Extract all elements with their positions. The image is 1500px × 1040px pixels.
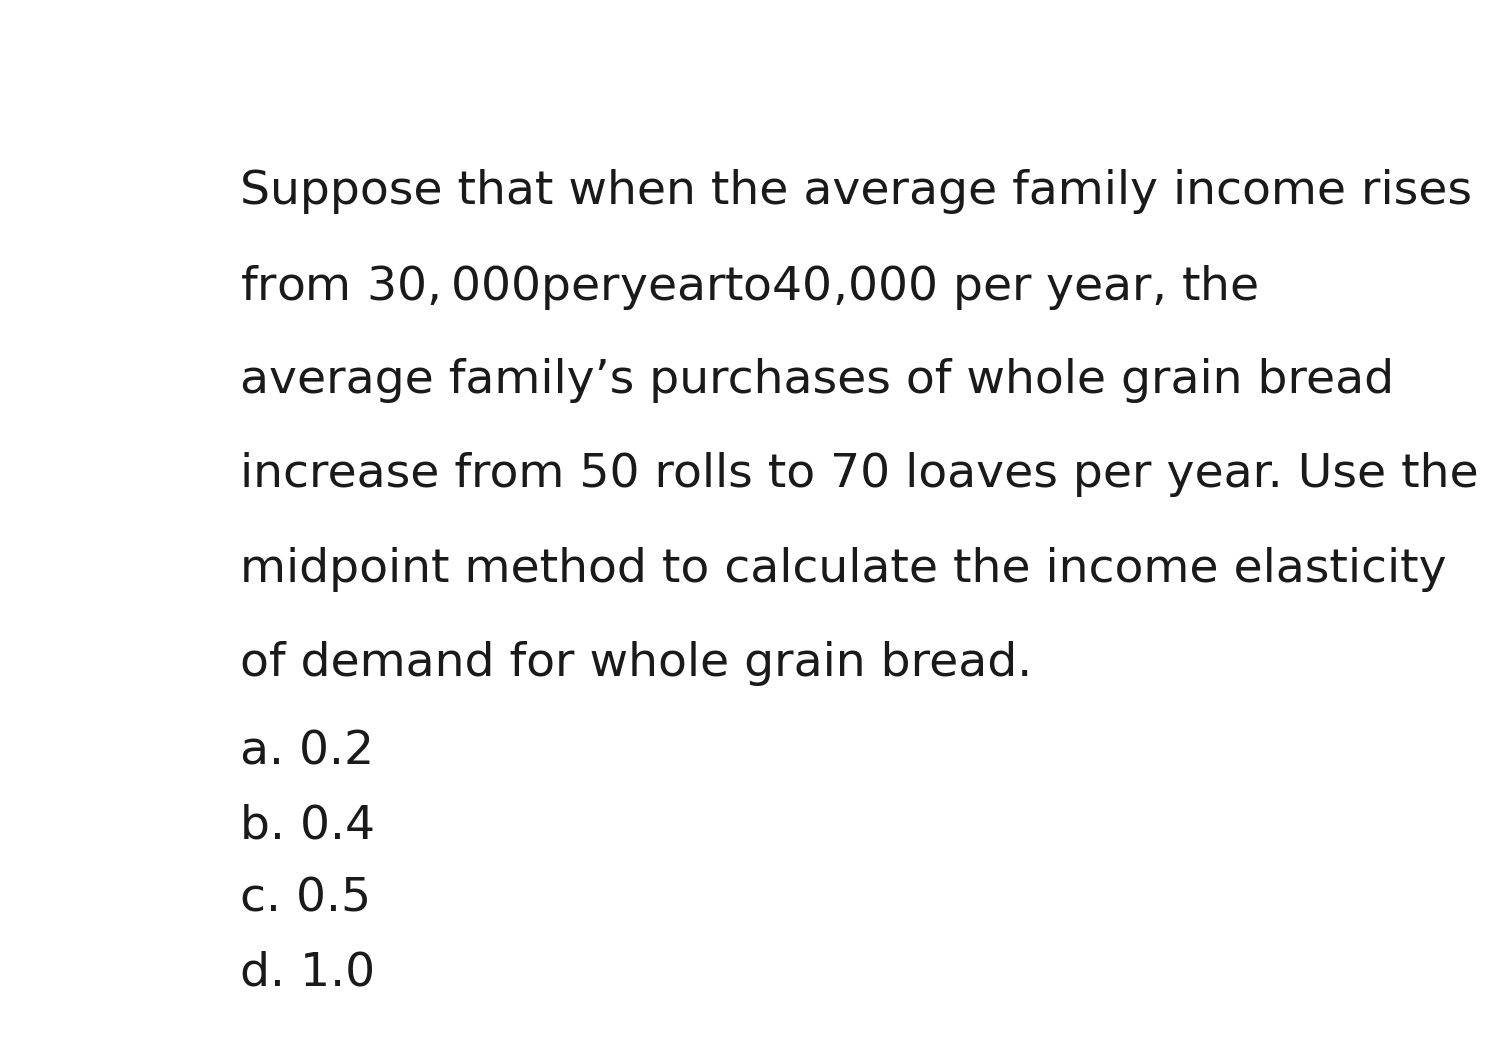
- Text: from $30,000 per year to $40,000 per year, the: from $30,000 per year to $40,000 per yea…: [240, 263, 1258, 312]
- Text: b. 0.4: b. 0.4: [240, 803, 375, 848]
- Text: average family’s purchases of whole grain bread: average family’s purchases of whole grai…: [240, 358, 1394, 402]
- Text: a. 0.2: a. 0.2: [240, 729, 374, 775]
- Text: midpoint method to calculate the income elasticity: midpoint method to calculate the income …: [240, 547, 1446, 592]
- Text: Suppose that when the average family income rises: Suppose that when the average family inc…: [240, 168, 1472, 214]
- Text: d. 1.0: d. 1.0: [240, 951, 375, 995]
- Text: of demand for whole grain bread.: of demand for whole grain bread.: [240, 642, 1032, 686]
- Text: c. 0.5: c. 0.5: [240, 877, 370, 921]
- Text: increase from 50 rolls to 70 loaves per year. Use the: increase from 50 rolls to 70 loaves per …: [240, 452, 1479, 497]
